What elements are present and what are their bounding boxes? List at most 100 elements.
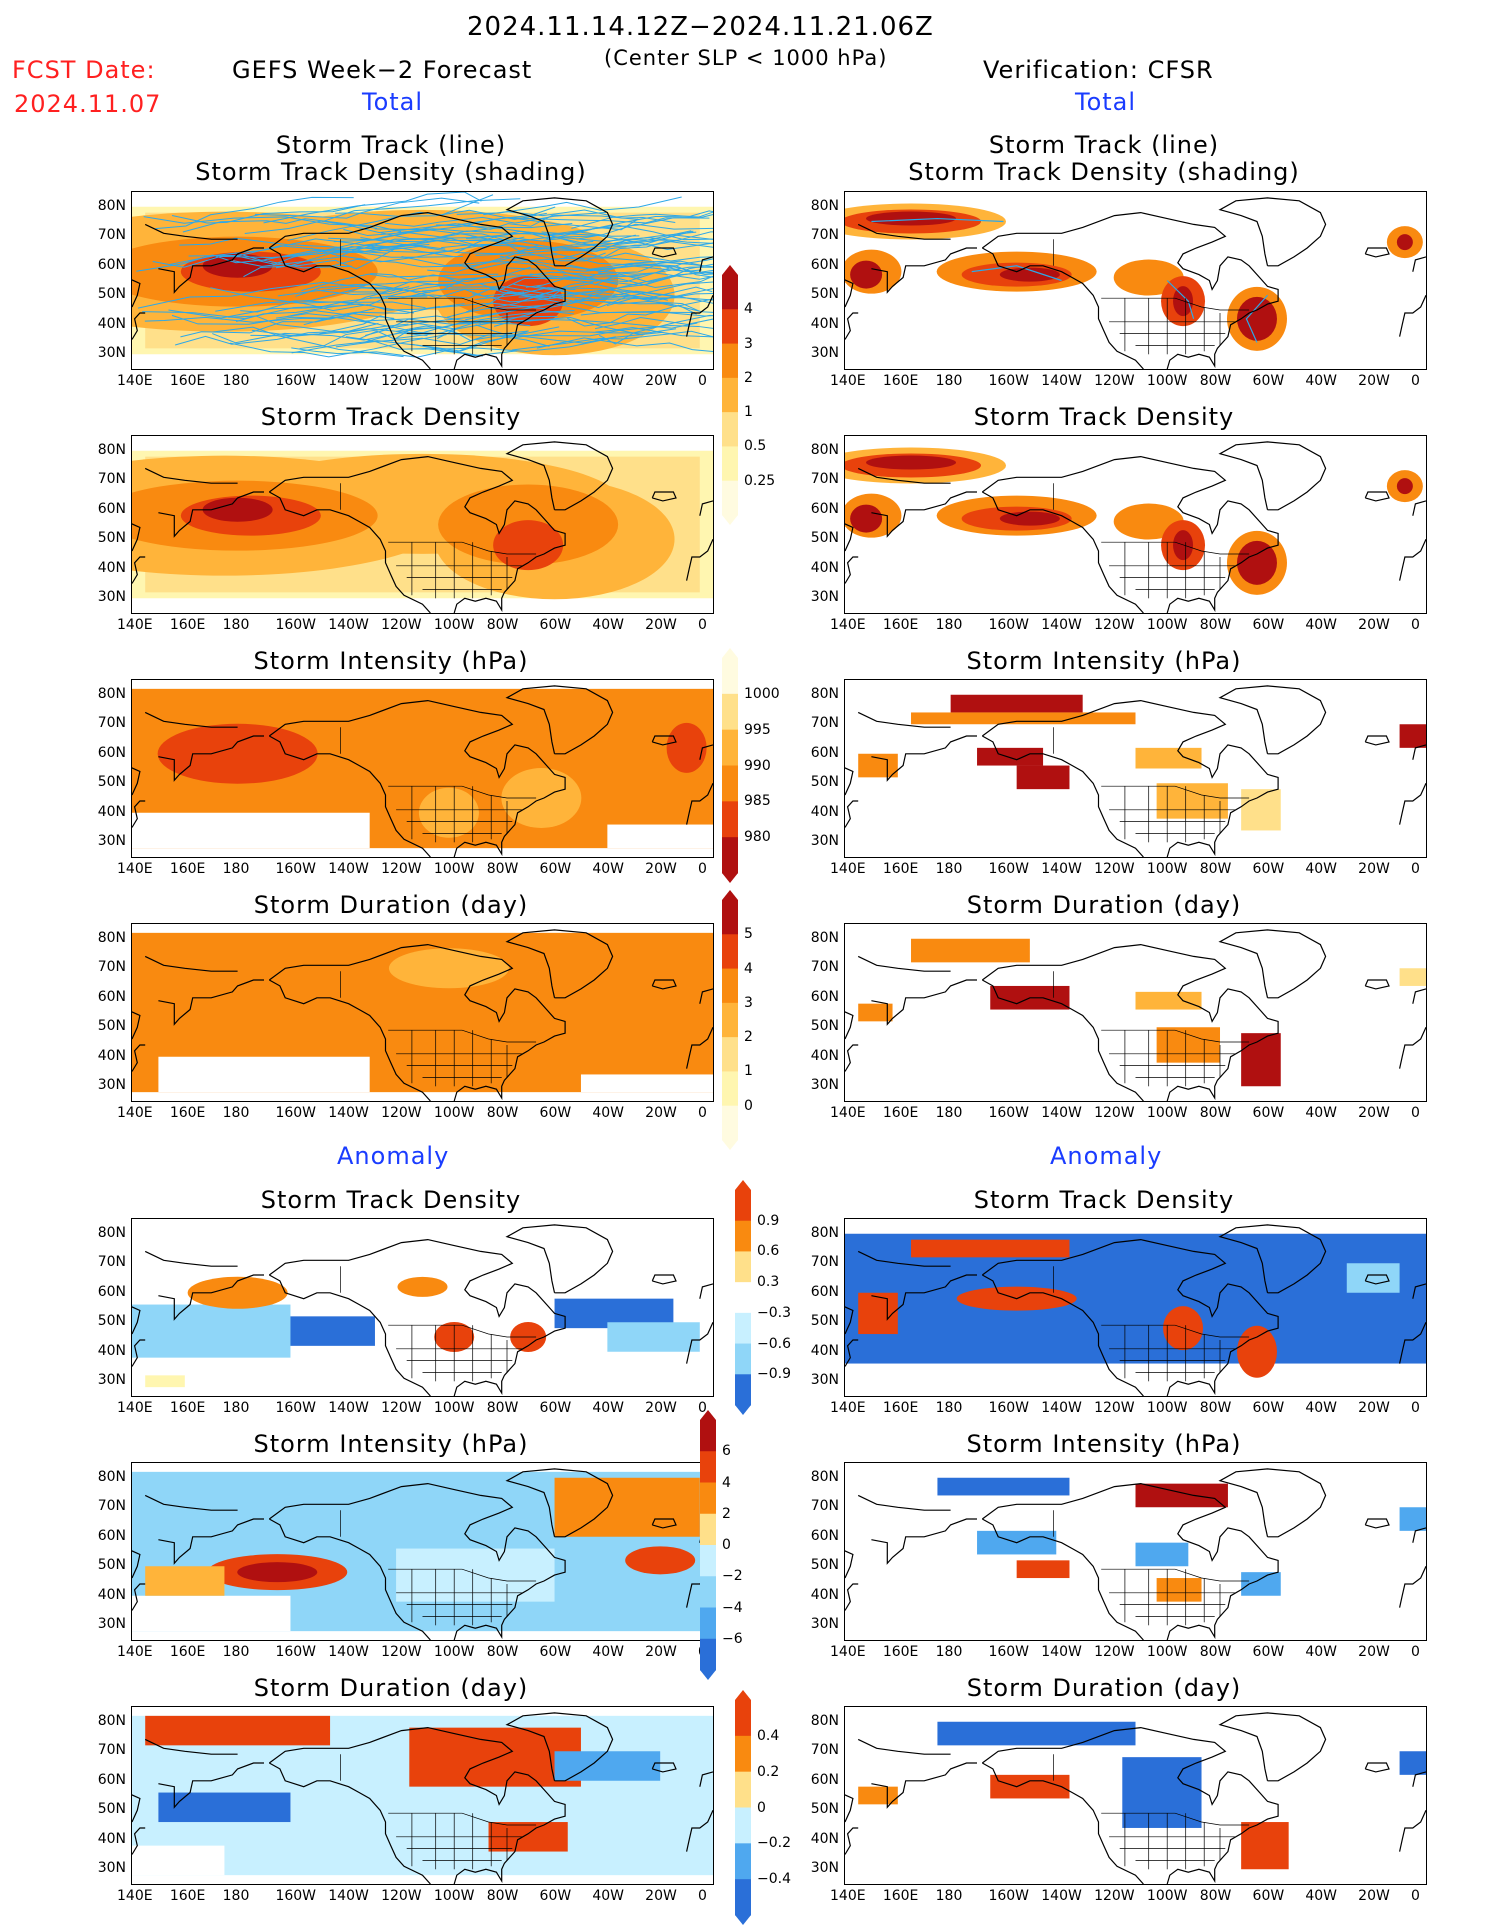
x-tick-label: 60W [1253,374,1285,388]
y-tick-label: 80N [86,1226,126,1240]
y-tick-label: 60N [799,1285,839,1299]
x-tick-label: 100W [1147,862,1188,876]
y-tick-label: 60N [799,502,839,516]
colorbar-label: 0.4 [757,1729,779,1743]
y-tick-label: 60N [86,1773,126,1787]
y-tick-label: 80N [799,687,839,701]
x-tick-label: 100W [434,1106,475,1120]
title-l2: Storm Track Density [91,405,691,429]
x-tick-label: 100W [1147,1889,1188,1903]
y-tick-label: 30N [86,834,126,848]
map-forecast-intensity-plot [132,680,713,857]
map-verif-duration-anomaly [844,1706,1427,1885]
x-tick-label: 20W [645,1106,677,1120]
x-tick-label: 160E [883,618,919,632]
y-tick-label: 60N [86,1529,126,1543]
x-tick-label: 0 [1411,862,1420,876]
colorbar-label: 0.25 [744,474,775,488]
colorbar-label: −2 [722,1569,743,1583]
colorbar-label: −0.9 [757,1367,791,1381]
x-tick-label: 160W [275,1889,316,1903]
x-tick-label: 60W [1253,618,1285,632]
x-tick-label: 120W [1094,1401,1135,1415]
y-tick-label: 30N [86,590,126,604]
x-tick-label: 120W [1094,1106,1135,1120]
x-tick-label: 120W [381,374,422,388]
title-r6: Storm Intensity (hPa) [804,1432,1404,1456]
x-tick-label: 20W [645,1401,677,1415]
y-tick-label: 40N [799,1832,839,1846]
y-tick-label: 30N [799,590,839,604]
x-tick-label: 160W [988,374,1029,388]
y-tick-label: 50N [86,1314,126,1328]
map-verif-density-anomaly-plot [845,1219,1426,1396]
y-tick-label: 70N [799,1743,839,1757]
x-tick-label: 180 [936,1401,963,1415]
x-tick-label: 140E [830,374,866,388]
title-r1-b: Storm Track Density (shading) [804,160,1404,184]
x-tick-label: 160W [988,618,1029,632]
map-verif-track [844,191,1427,370]
x-tick-label: 160E [170,1645,206,1659]
y-tick-label: 60N [86,746,126,760]
y-tick-label: 50N [86,775,126,789]
x-tick-label: 20W [645,1645,677,1659]
x-tick-label: 20W [645,1889,677,1903]
x-tick-label: 120W [1094,862,1135,876]
colorbar-label: 0 [744,1099,753,1113]
colorbar-duration-total [722,890,738,1150]
right-total-label: Total [1075,90,1136,114]
colorbar-label: −0.3 [757,1306,791,1320]
x-tick-label: 0 [698,374,707,388]
y-tick-label: 80N [86,443,126,457]
x-tick-label: 0 [1411,618,1420,632]
x-tick-label: 140W [328,618,369,632]
condition-label: (Center SLP < 1000 hPa) [604,48,887,69]
x-tick-label: 100W [1147,1645,1188,1659]
x-tick-label: 160E [170,862,206,876]
y-tick-label: 70N [86,472,126,486]
right-column-title: Verification: CFSR [983,58,1214,82]
colorbar-label: 2 [722,1507,731,1521]
x-tick-label: 80W [1200,374,1232,388]
title-r1-a: Storm Track (line) [804,133,1404,157]
title-r2: Storm Track Density [804,405,1404,429]
y-tick-label: 40N [799,561,839,575]
map-verif-intensity [844,679,1427,858]
colorbar-label: 1000 [744,687,780,701]
fcst-date-value: 2024.11.07 [14,92,161,116]
y-tick-label: 70N [799,960,839,974]
x-tick-label: 100W [1147,1106,1188,1120]
map-verif-duration-plot [845,924,1426,1101]
x-tick-label: 140E [117,1889,153,1903]
x-tick-label: 120W [381,1106,422,1120]
right-anomaly-label: Anomaly [1050,1144,1162,1168]
y-tick-label: 40N [86,1049,126,1063]
x-tick-label: 140E [117,1401,153,1415]
colorbar-density-total [722,265,738,525]
title-l6: Storm Intensity (hPa) [91,1432,691,1456]
y-tick-label: 50N [799,531,839,545]
y-tick-label: 80N [799,1226,839,1240]
x-tick-label: 0 [1411,374,1420,388]
x-tick-label: 20W [1358,1401,1390,1415]
x-tick-label: 140E [117,862,153,876]
x-tick-label: 60W [540,1401,572,1415]
y-tick-label: 40N [799,1588,839,1602]
title-r5: Storm Track Density [804,1188,1404,1212]
x-tick-label: 140W [1041,1889,1082,1903]
x-tick-label: 40W [1305,618,1337,632]
y-tick-label: 70N [799,1255,839,1269]
x-tick-label: 80W [487,862,519,876]
colorbar-label: 6 [722,1444,731,1458]
colorbar-label: 1 [744,405,753,419]
x-tick-label: 60W [540,862,572,876]
x-tick-label: 20W [1358,862,1390,876]
colorbar-label: 3 [744,996,753,1010]
x-tick-label: 80W [487,1889,519,1903]
x-tick-label: 40W [592,862,624,876]
y-tick-label: 30N [799,1617,839,1631]
y-tick-label: 50N [86,531,126,545]
x-tick-label: 100W [1147,618,1188,632]
y-tick-label: 50N [86,287,126,301]
